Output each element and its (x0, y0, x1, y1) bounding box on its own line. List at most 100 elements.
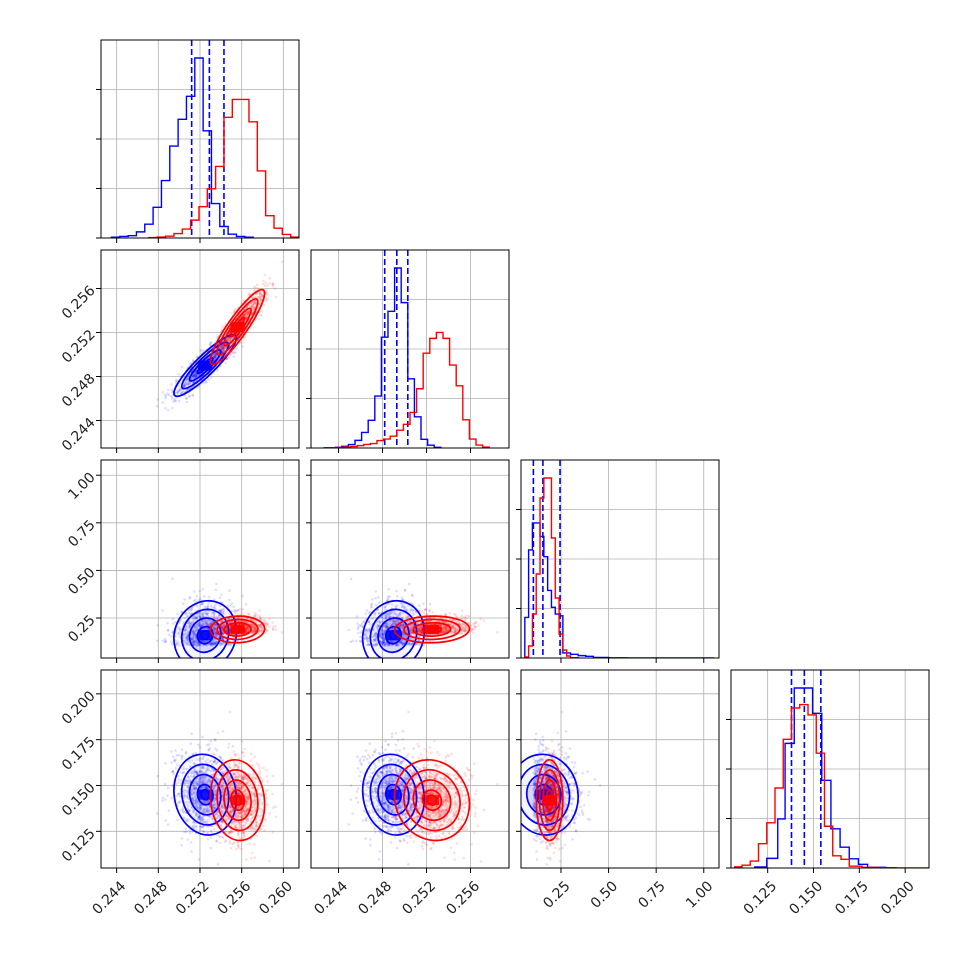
scatter-point (208, 619, 212, 623)
scatter-point (228, 338, 231, 342)
scatter-point (415, 642, 418, 645)
scatter-point (381, 633, 385, 636)
scatter-point (385, 627, 388, 630)
scatter-point (362, 636, 366, 639)
scatter-point (257, 631, 261, 634)
scatter-content (155, 260, 284, 412)
histogram-lines (733, 670, 929, 868)
scatter-point (271, 628, 275, 631)
scatter-point (453, 627, 456, 630)
scatter-point (219, 609, 223, 613)
scatter-point (199, 349, 202, 352)
scatter-point (177, 384, 180, 387)
scatter-point (197, 621, 200, 625)
scatter-point (271, 283, 275, 287)
scatter-point (244, 620, 247, 624)
scatter-point (398, 611, 402, 615)
scatter-point (386, 597, 390, 600)
scatter-point (256, 287, 259, 290)
scatter-point (397, 619, 401, 623)
scatter-point (394, 611, 397, 615)
scatter-point (209, 615, 213, 618)
scatter-point (254, 628, 257, 631)
scatter-point (374, 603, 378, 607)
scatter-point (194, 639, 198, 643)
scatter-point (243, 314, 247, 317)
scatter-point (411, 631, 414, 635)
scatter-point (184, 383, 187, 386)
scatter-point (403, 635, 407, 638)
scatter-point (213, 355, 216, 358)
scatter-point (365, 629, 368, 633)
scatter-point (191, 634, 194, 638)
scatter-point (207, 623, 210, 627)
scatter-point (181, 389, 185, 392)
scatter-point (408, 641, 412, 644)
scatter-point (392, 623, 396, 626)
scatter-point (221, 345, 225, 349)
scatter-point (214, 354, 217, 357)
scatter-point (236, 609, 240, 612)
scatter-point (207, 595, 211, 599)
scatter-point (398, 613, 402, 617)
scatter-point (428, 603, 432, 606)
scatter-point (381, 643, 384, 646)
scatter-point (175, 379, 179, 383)
scatter-point (245, 630, 249, 634)
scatter-point (247, 310, 250, 314)
scatter-point (246, 626, 250, 630)
scatter-point (197, 373, 200, 377)
scatter-point (191, 629, 195, 633)
scatter-point (209, 619, 213, 623)
scatter-point (367, 611, 371, 614)
scatter-point (202, 381, 206, 385)
scatter-point (252, 619, 256, 623)
scatter-point (265, 622, 268, 625)
scatter-point (200, 619, 204, 623)
scatter-point (409, 627, 413, 631)
scatter-point (213, 605, 216, 609)
contour-line (216, 618, 259, 641)
scatter-point (349, 640, 353, 644)
scatter-point (253, 629, 257, 633)
scatter-point (214, 633, 217, 637)
scatter-point (263, 284, 267, 288)
scatter-point (191, 375, 194, 378)
scatter-point (226, 357, 230, 360)
scatter-point (180, 390, 184, 394)
scatter-point (228, 643, 232, 646)
scatter-point (214, 632, 217, 635)
scatter-point (161, 639, 165, 643)
scatter-point (192, 642, 196, 645)
scatter-point (172, 400, 175, 403)
scatter-point (173, 397, 176, 401)
scatter-point (387, 643, 391, 646)
scatter-point (252, 305, 256, 309)
scatter-point (213, 352, 217, 356)
scatter-point (190, 622, 194, 625)
scatter-point (420, 626, 423, 629)
scatter-point (193, 639, 197, 642)
scatter-point (234, 609, 238, 613)
scatter-point (222, 349, 225, 352)
scatter-point (222, 349, 226, 353)
scatter-point (383, 608, 386, 612)
scatter-point (443, 620, 447, 624)
scatter-point (210, 341, 213, 344)
scatter-point (172, 622, 175, 625)
scatter-content (347, 577, 499, 658)
scatter-point (382, 638, 386, 642)
scatter-point (170, 640, 173, 644)
scatter-point (198, 597, 202, 600)
scatter-point (200, 602, 203, 606)
scatter-point (198, 624, 201, 628)
histogram-lines (323, 250, 490, 448)
scatter-content (155, 577, 284, 658)
scatter-point (220, 346, 224, 350)
scatter-point (184, 627, 187, 631)
scatter-point (245, 313, 248, 316)
scatter-point (228, 620, 231, 624)
scatter-point (258, 291, 262, 295)
scatter-point (200, 619, 204, 622)
scatter-point (219, 345, 223, 349)
